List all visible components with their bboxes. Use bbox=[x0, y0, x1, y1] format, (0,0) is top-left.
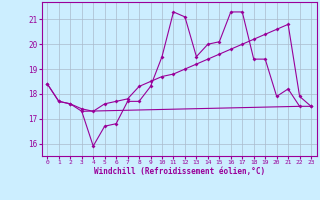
X-axis label: Windchill (Refroidissement éolien,°C): Windchill (Refroidissement éolien,°C) bbox=[94, 167, 265, 176]
